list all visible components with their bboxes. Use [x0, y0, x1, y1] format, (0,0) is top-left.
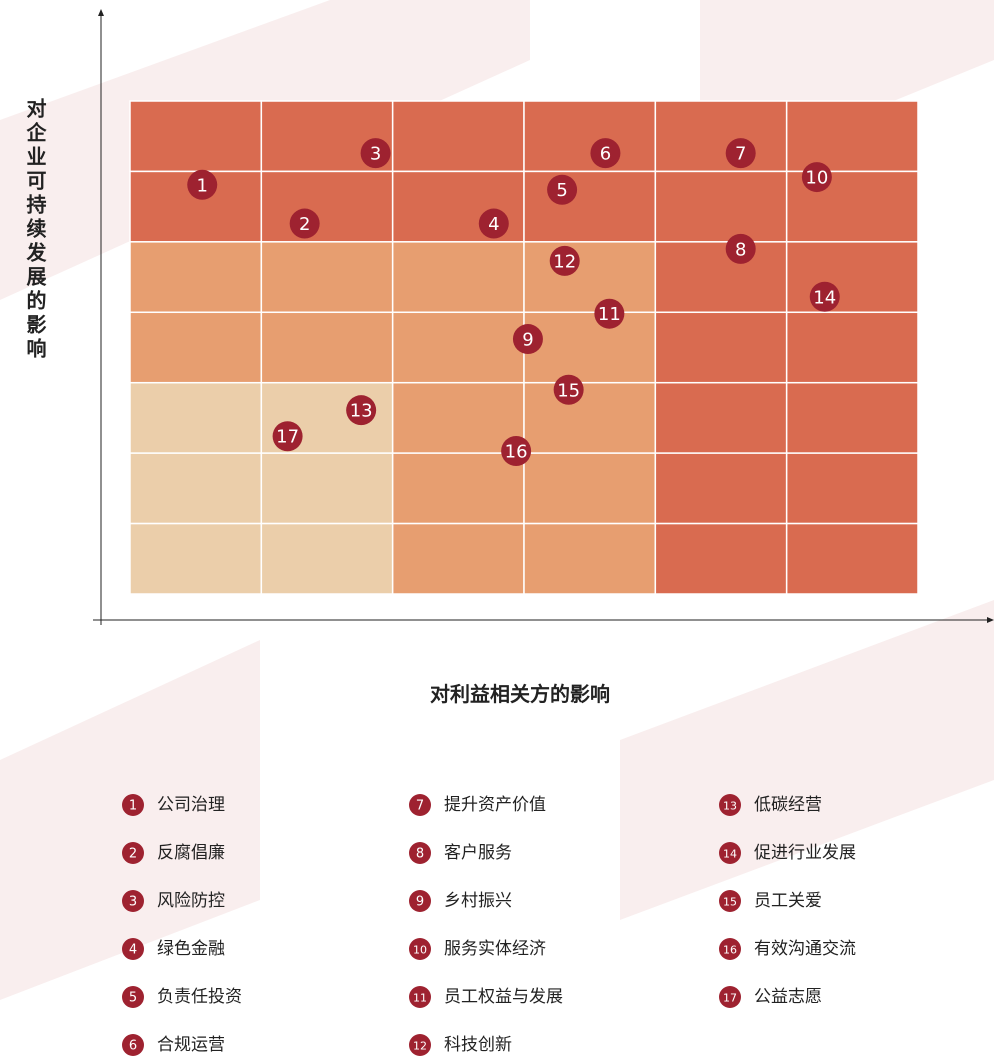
matrix-cell — [524, 524, 655, 594]
point-label: 11 — [598, 304, 621, 325]
matrix-cell — [524, 101, 655, 171]
matrix-cell — [130, 383, 261, 453]
matrix-cell — [261, 171, 392, 241]
matrix-cell — [524, 453, 655, 523]
legend-label: 合规运营 — [157, 1035, 225, 1055]
matrix-cell — [655, 453, 786, 523]
matrix-cell — [787, 453, 918, 523]
legend-number: 9 — [416, 895, 424, 910]
legend-label: 低碳经营 — [754, 795, 822, 815]
legend-label: 员工权益与发展 — [444, 987, 563, 1007]
matrix-cell — [393, 453, 524, 523]
legend-number: 3 — [129, 895, 137, 910]
matrix-cell — [261, 312, 392, 382]
legend-number: 2 — [129, 847, 137, 862]
legend-number: 17 — [723, 992, 737, 1005]
point-label: 8 — [735, 239, 746, 260]
legend-number: 11 — [413, 992, 427, 1005]
matrix-cell — [130, 242, 261, 312]
point-label: 12 — [553, 251, 576, 272]
matrix-cell — [524, 171, 655, 241]
legend-label: 促进行业发展 — [754, 843, 856, 863]
y-axis-label-text: 对企业可持续发展的影响 — [23, 97, 47, 362]
matrix-cell — [524, 312, 655, 382]
matrix-cell — [393, 312, 524, 382]
legend-number: 8 — [416, 847, 424, 862]
matrix-cell — [261, 242, 392, 312]
point-label: 6 — [600, 144, 611, 165]
matrix-cell — [130, 524, 261, 594]
chart: 对利益相关方的影响 对企业可持续发展的影响 123456789101112131… — [0, 0, 994, 1059]
point-label: 1 — [197, 175, 208, 196]
matrix-cell — [787, 312, 918, 382]
x-axis-label: 对利益相关方的影响 — [430, 682, 610, 706]
legend-label: 服务实体经济 — [444, 939, 546, 959]
matrix-cell — [655, 242, 786, 312]
matrix-cell — [130, 312, 261, 382]
legend-label: 提升资产价值 — [444, 795, 546, 815]
matrix-cell — [655, 171, 786, 241]
legend-label: 客户服务 — [444, 843, 512, 863]
legend-label: 风险防控 — [157, 891, 225, 911]
legend-label: 反腐倡廉 — [157, 843, 225, 863]
legend-number: 7 — [416, 799, 424, 814]
matrix-cell — [393, 242, 524, 312]
matrix-cell — [787, 383, 918, 453]
point-label: 10 — [805, 168, 828, 189]
matrix-cell — [655, 383, 786, 453]
matrix-cell — [524, 383, 655, 453]
matrix-cell — [655, 524, 786, 594]
point-label: 16 — [505, 442, 528, 463]
legend-number: 16 — [723, 944, 737, 957]
matrix-cell — [130, 453, 261, 523]
legend-label: 有效沟通交流 — [754, 939, 856, 959]
matrix-cell — [393, 524, 524, 594]
matrix-cell — [261, 453, 392, 523]
legend-number: 10 — [413, 944, 427, 957]
y-axis-label: 对企业可持续发展的影响 — [23, 97, 47, 362]
point-label: 17 — [276, 427, 299, 448]
legend-number: 6 — [129, 1039, 137, 1054]
point-label: 5 — [556, 180, 567, 201]
legend-label: 公益志愿 — [754, 987, 822, 1007]
legend-number: 12 — [413, 1040, 427, 1053]
legend-number: 14 — [723, 848, 737, 861]
point-label: 15 — [557, 380, 580, 401]
matrix-cell — [261, 524, 392, 594]
legend-number: 15 — [723, 896, 737, 909]
point-label: 13 — [350, 401, 373, 422]
legend-label: 乡村振兴 — [444, 891, 512, 911]
legend-label: 绿色金融 — [157, 939, 225, 959]
point-label: 14 — [813, 287, 836, 308]
matrix-cell — [787, 101, 918, 171]
matrix-cell — [655, 101, 786, 171]
matrix-cell — [130, 101, 261, 171]
y-axis-arrow — [98, 9, 104, 16]
legend-label: 员工关爱 — [754, 891, 822, 911]
point-label: 7 — [735, 144, 746, 165]
matrix-cell — [393, 101, 524, 171]
legend-number: 13 — [723, 800, 737, 813]
legend-label: 科技创新 — [444, 1035, 512, 1055]
legend-label: 负责任投资 — [157, 987, 242, 1007]
point-label: 4 — [488, 214, 499, 235]
legend-label: 公司治理 — [157, 795, 225, 815]
point-label: 9 — [522, 330, 533, 351]
matrix-cell — [655, 312, 786, 382]
point-label: 2 — [299, 214, 310, 235]
matrix-cell — [524, 242, 655, 312]
legend-number: 4 — [129, 943, 137, 958]
matrix-cell — [787, 242, 918, 312]
matrix-cell — [787, 524, 918, 594]
legend-number: 5 — [129, 991, 137, 1006]
point-label: 3 — [370, 144, 381, 165]
legend-number: 1 — [129, 799, 137, 814]
